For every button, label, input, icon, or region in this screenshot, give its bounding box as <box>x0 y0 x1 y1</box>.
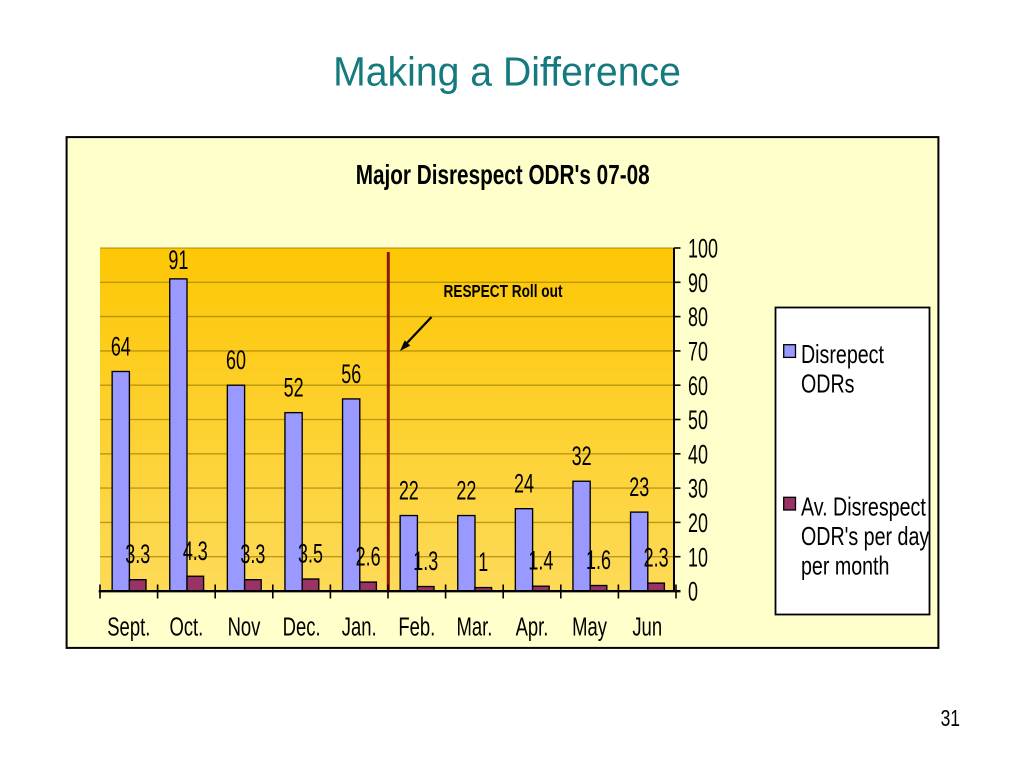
svg-text:1.6: 1.6 <box>586 544 611 575</box>
svg-text:64: 64 <box>111 331 131 362</box>
svg-text:Making a Difference: Making a Difference <box>333 50 681 95</box>
svg-text:90: 90 <box>688 267 708 298</box>
svg-text:2.6: 2.6 <box>356 541 381 572</box>
svg-text:RESPECT Roll out: RESPECT Roll out <box>443 283 563 302</box>
svg-text:per month: per month <box>801 551 889 580</box>
svg-text:Disrepect: Disrepect <box>801 339 884 368</box>
svg-text:May: May <box>572 612 607 641</box>
svg-text:70: 70 <box>688 336 708 367</box>
svg-text:Jun: Jun <box>632 612 662 641</box>
svg-text:32: 32 <box>572 440 592 471</box>
svg-text:Nov: Nov <box>228 612 261 641</box>
svg-text:60: 60 <box>226 344 246 375</box>
svg-text:22: 22 <box>399 475 419 506</box>
svg-text:40: 40 <box>688 439 708 470</box>
svg-text:20: 20 <box>688 507 708 538</box>
svg-text:Sept.: Sept. <box>107 612 150 641</box>
svg-text:23: 23 <box>629 471 649 502</box>
svg-text:Av. Disrespect: Av. Disrespect <box>801 492 926 521</box>
svg-text:3.3: 3.3 <box>240 538 265 569</box>
svg-text:Apr.: Apr. <box>516 612 549 641</box>
svg-text:3.3: 3.3 <box>125 538 150 569</box>
svg-text:80: 80 <box>688 301 708 332</box>
svg-text:Feb.: Feb. <box>398 612 435 641</box>
svg-text:2.3: 2.3 <box>644 542 669 573</box>
svg-text:52: 52 <box>284 372 304 403</box>
svg-text:100: 100 <box>688 233 718 264</box>
svg-text:1.3: 1.3 <box>413 545 438 576</box>
svg-text:1.4: 1.4 <box>528 545 553 576</box>
svg-text:Jan.: Jan. <box>342 612 377 641</box>
svg-text:10: 10 <box>688 542 708 573</box>
svg-text:24: 24 <box>514 468 534 499</box>
svg-text:31: 31 <box>941 707 960 732</box>
svg-text:Dec.: Dec. <box>283 612 321 641</box>
svg-text:Major Disrespect ODR's 07-08: Major Disrespect ODR's 07-08 <box>356 160 650 191</box>
svg-text:22: 22 <box>456 475 476 506</box>
svg-text:3.5: 3.5 <box>298 538 323 569</box>
svg-text:Oct.: Oct. <box>169 612 203 641</box>
svg-text:4.3: 4.3 <box>183 535 208 566</box>
svg-text:1: 1 <box>478 546 488 577</box>
svg-text:60: 60 <box>688 370 708 401</box>
svg-text:91: 91 <box>168 244 188 275</box>
svg-text:Mar.: Mar. <box>456 612 492 641</box>
svg-text:50: 50 <box>688 404 708 435</box>
svg-text:0: 0 <box>688 576 698 607</box>
svg-text:ODR's per day: ODR's per day <box>801 521 930 550</box>
svg-text:ODRs: ODRs <box>801 369 854 398</box>
svg-text:56: 56 <box>341 358 361 389</box>
svg-text:30: 30 <box>688 473 708 504</box>
